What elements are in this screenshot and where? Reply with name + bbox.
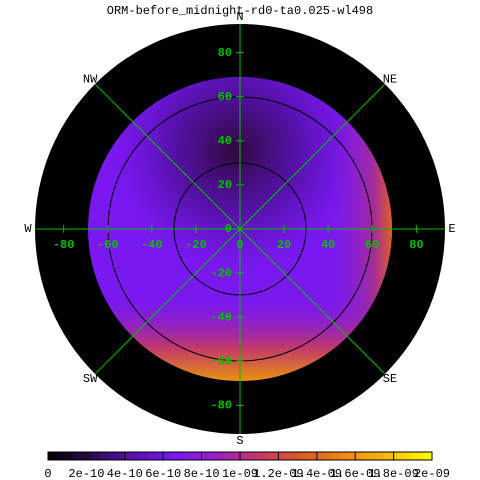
- colorbar-tick-label: 8e-10: [184, 467, 220, 480]
- grid-line: [239, 228, 386, 375]
- colorbar-tick-label: 1.2e-09: [253, 467, 303, 480]
- direction-label: NE: [383, 72, 397, 86]
- direction-label: N: [236, 10, 243, 24]
- x-tick-label: 20: [277, 238, 291, 252]
- direction-label: SW: [83, 372, 98, 386]
- y-tick-label: 80: [218, 46, 232, 60]
- y-tick-label: -40: [210, 310, 232, 324]
- y-tick-label: 0: [225, 222, 232, 236]
- direction-label: S: [236, 434, 243, 448]
- direction-label: NW: [83, 72, 98, 86]
- direction-label: E: [448, 222, 455, 236]
- grid-line: [94, 228, 241, 375]
- y-tick-label: 40: [218, 134, 232, 148]
- x-tick-label: 0: [236, 238, 243, 252]
- x-tick-label: 80: [409, 238, 423, 252]
- x-tick-label: 40: [321, 238, 335, 252]
- colorbar-tick-label: 2e-10: [68, 467, 104, 480]
- x-tick-label: -60: [97, 238, 119, 252]
- colorbar-tick-label: 1.4e-09: [292, 467, 342, 480]
- direction-label: SE: [383, 372, 397, 386]
- y-tick-label: -80: [210, 399, 232, 413]
- colorbar-tick-label: 1.6e-09: [330, 467, 380, 480]
- grid-line: [94, 83, 241, 230]
- x-tick-label: -20: [185, 238, 207, 252]
- grid-line: [239, 83, 386, 230]
- y-tick-label: -60: [210, 354, 232, 368]
- direction-label: W: [24, 222, 32, 236]
- colorbar-tick-label: 1.8e-09: [368, 467, 418, 480]
- colorbar-tick-label: 1e-09: [222, 467, 258, 480]
- y-tick-label: 20: [218, 178, 232, 192]
- y-tick-label: 60: [218, 90, 232, 104]
- x-tick-label: 60: [365, 238, 379, 252]
- colorbar-tick-label: 6e-10: [145, 467, 181, 480]
- x-tick-label: -80: [53, 238, 75, 252]
- chart-title: ORM-before_midnight-rd0-ta0.025-wl498: [107, 4, 373, 18]
- x-tick-label: -40: [141, 238, 163, 252]
- y-tick-label: -20: [210, 266, 232, 280]
- colorbar-tick-label: 0: [44, 467, 51, 480]
- colorbar-tick-label: 2e-09: [414, 467, 450, 480]
- colorbar-tick-label: 4e-10: [107, 467, 143, 480]
